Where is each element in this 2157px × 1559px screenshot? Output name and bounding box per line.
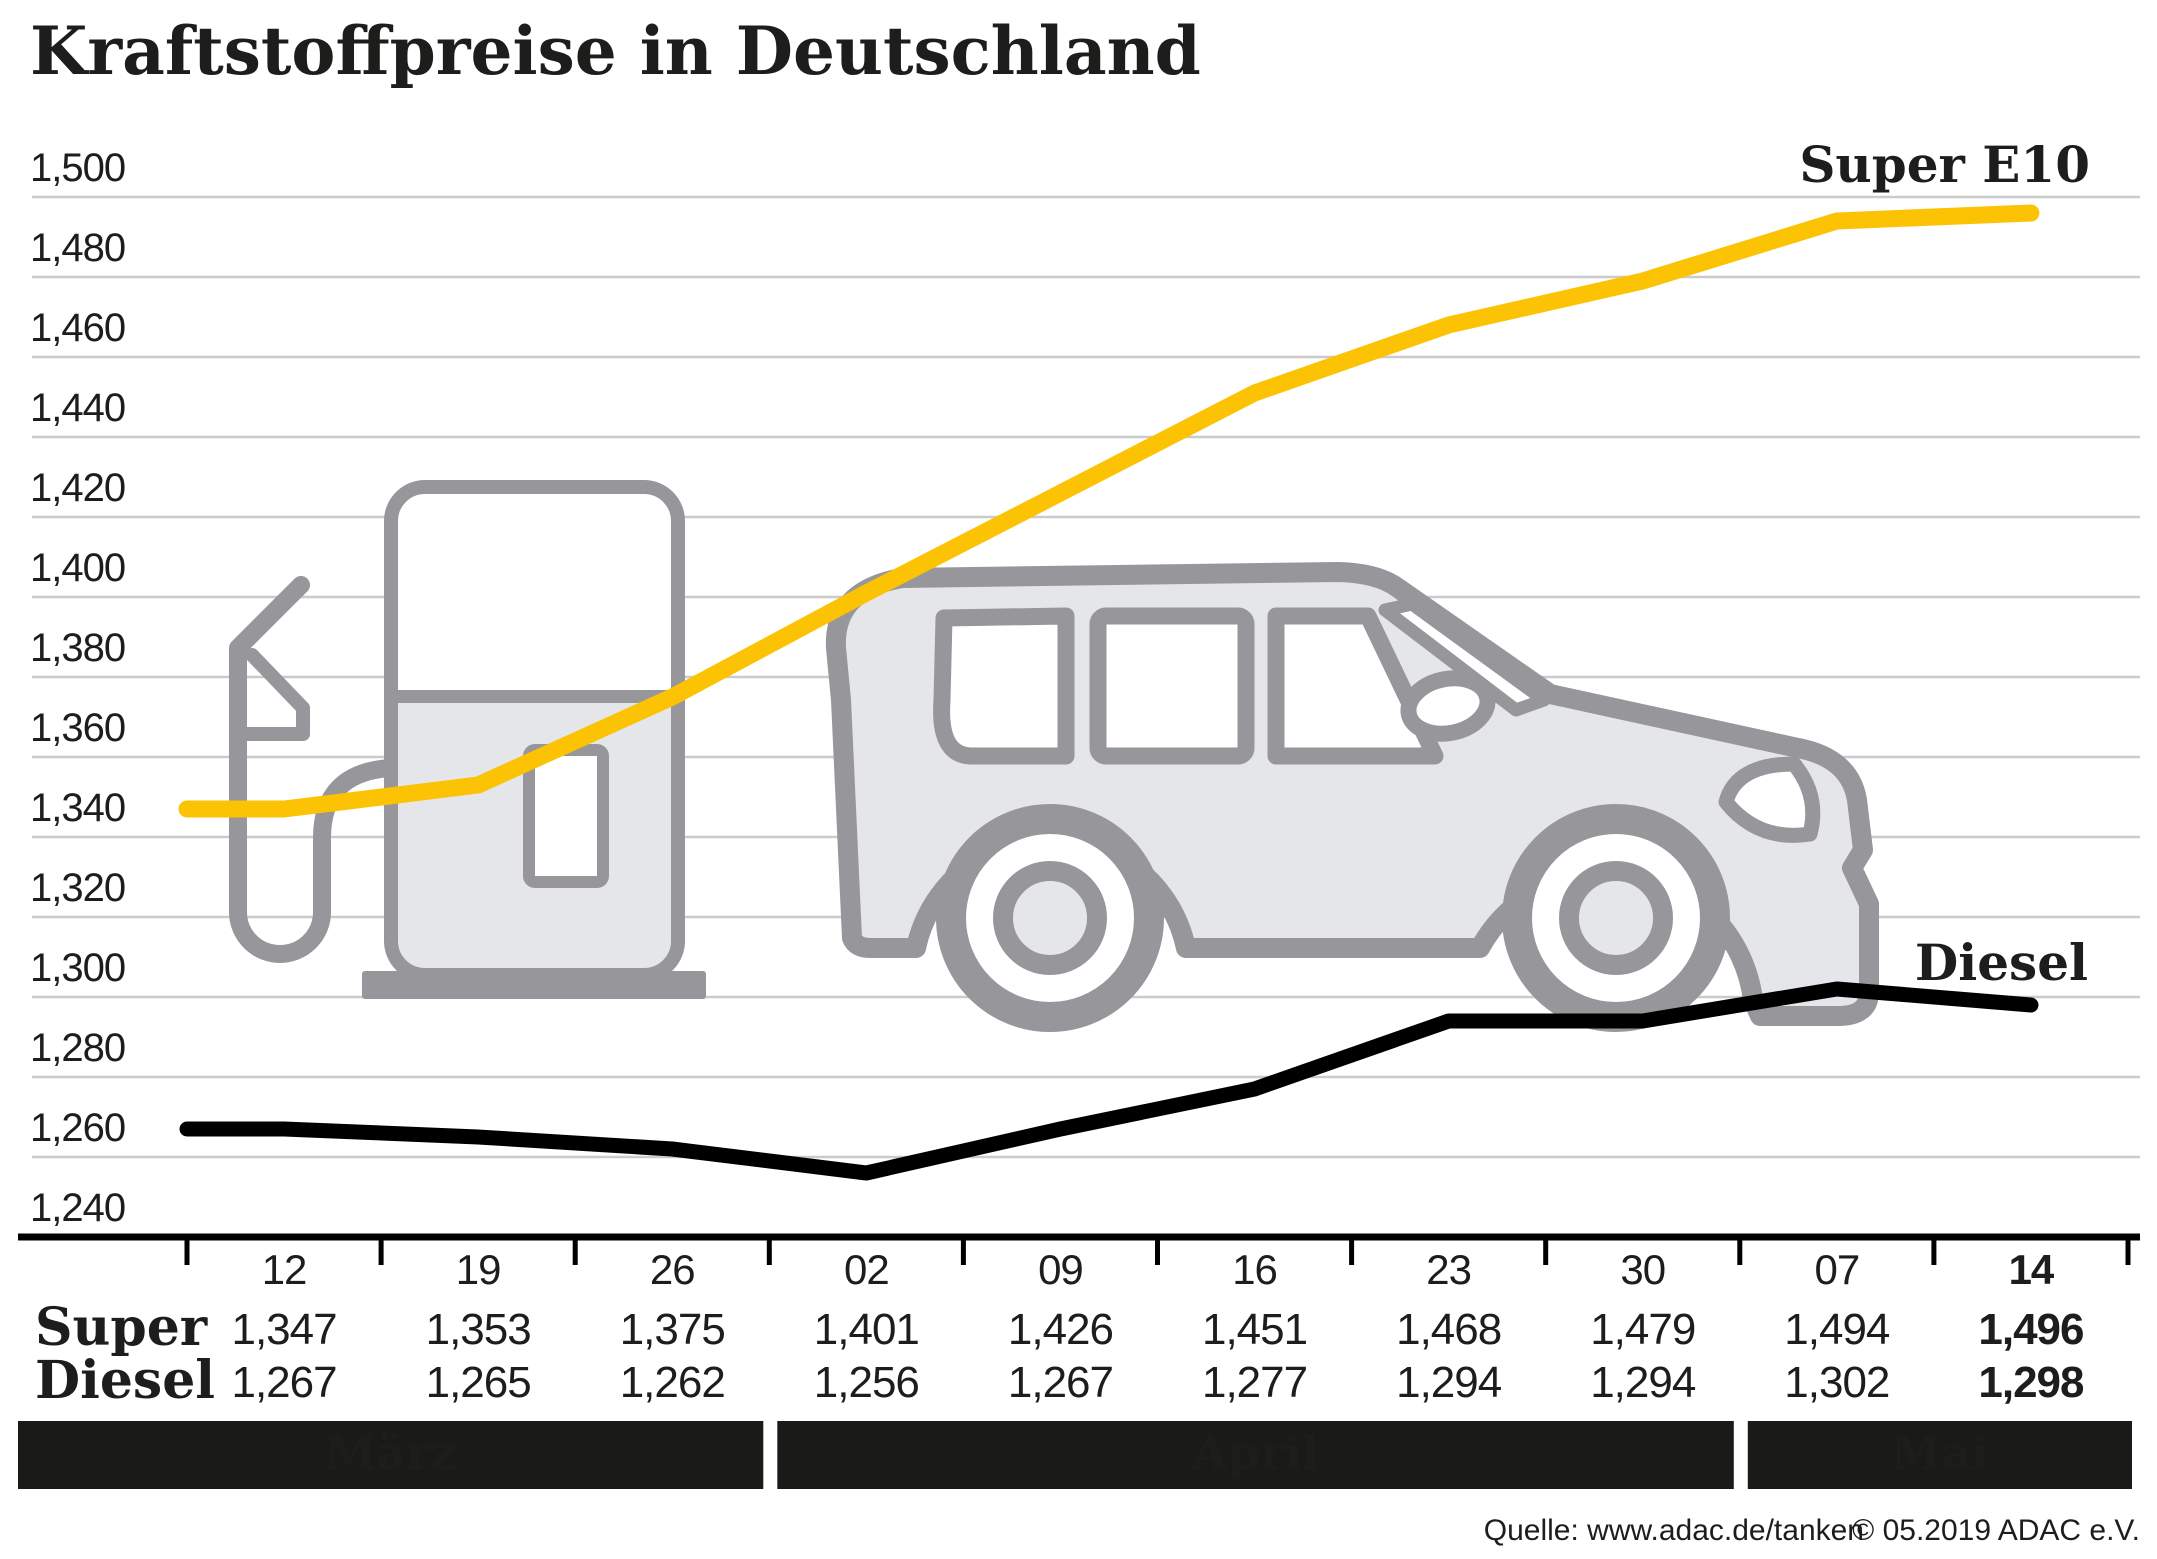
y-axis-label: 1,240 xyxy=(30,1186,125,1230)
y-axis-label: 1,260 xyxy=(30,1106,125,1150)
x-date-label: 02 xyxy=(844,1246,889,1293)
axis-tick xyxy=(1543,1237,1549,1265)
x-date-label: 30 xyxy=(1620,1246,1665,1293)
fuel-pump-hose xyxy=(229,576,400,963)
diesel-price-cell: 1,298 xyxy=(1978,1358,2084,1407)
x-date-label: 09 xyxy=(1038,1246,1083,1293)
y-axis-label: 1,320 xyxy=(30,866,125,910)
diesel-price-line xyxy=(179,981,2039,1181)
price-table: 1,347 1,353 1,375 1,401 1,426 1,451 1,468 1,479… xyxy=(231,1305,2085,1407)
diesel-price-cell: 1,256 xyxy=(814,1358,919,1407)
super-price-cell: 1,479 xyxy=(1590,1305,1695,1354)
super-price-cell: 1,347 xyxy=(231,1305,336,1354)
diesel-price-cell: 1,262 xyxy=(620,1358,725,1407)
legend-super-e10: Super E10 xyxy=(1799,135,2090,194)
car-front-wheel xyxy=(1502,804,1730,1032)
y-axis-labels: 1,240 1,260 1,280 1,300 1,320 1,340 1,360 1,380… xyxy=(30,146,126,1230)
y-axis-label: 1,380 xyxy=(30,626,125,670)
fuel-pump-nozzle xyxy=(235,648,310,741)
series-lines xyxy=(178,204,2040,1181)
month-band xyxy=(777,1421,1734,1489)
diesel-price-cell: 1,267 xyxy=(1008,1358,1113,1407)
car-headlight xyxy=(1718,756,1821,843)
super-price-cell: 1,375 xyxy=(620,1305,725,1354)
diesel-price-cell: 1,294 xyxy=(1396,1358,1502,1407)
x-date-label: 16 xyxy=(1232,1246,1277,1293)
y-axis-label: 1,280 xyxy=(30,1026,125,1070)
x-date-label: 23 xyxy=(1426,1246,1471,1293)
super-price-cell: 1,496 xyxy=(1978,1305,2083,1354)
super-price-cell: 1,451 xyxy=(1202,1305,1307,1354)
axis-tick xyxy=(1931,1237,1937,1265)
super-price-line xyxy=(178,204,2040,818)
legend-diesel: Diesel xyxy=(1915,933,2088,992)
fuel-pump-divider xyxy=(391,690,678,703)
month-band xyxy=(1747,1421,2132,1489)
y-axis-label: 1,500 xyxy=(30,146,125,190)
car-rear-window xyxy=(933,607,1075,765)
car-mirror xyxy=(1400,670,1496,742)
axis-tick xyxy=(766,1237,772,1265)
month-band-label: April xyxy=(1191,1426,1319,1480)
axis-tick xyxy=(1349,1237,1355,1265)
diesel-price-cell: 1,294 xyxy=(1590,1358,1696,1407)
axis-tick xyxy=(960,1237,966,1265)
axis-tick xyxy=(378,1237,384,1265)
car-icon xyxy=(825,562,1879,1032)
axis-line xyxy=(18,1233,2140,1241)
copyright-text: © 05.2019 ADAC e.V. xyxy=(1852,1514,2140,1547)
fuel-pump-base xyxy=(362,971,706,999)
y-axis-label: 1,400 xyxy=(30,546,125,590)
y-axis-label: 1,460 xyxy=(30,306,125,350)
month-band-label: Mai xyxy=(1891,1426,1989,1480)
month-band xyxy=(18,1421,764,1489)
diesel-price-cell: 1,277 xyxy=(1202,1358,1307,1407)
month-band-label: März xyxy=(325,1426,456,1480)
x-axis xyxy=(18,1233,2140,1265)
axis-tick xyxy=(1155,1237,1160,1265)
row-label-super: Super xyxy=(35,1297,208,1358)
x-date-label: 26 xyxy=(650,1246,695,1293)
y-axis-label: 1,300 xyxy=(30,946,125,990)
row-label-diesel: Diesel xyxy=(35,1350,215,1411)
diesel-price-cell: 1,267 xyxy=(231,1358,336,1407)
axis-tick xyxy=(2125,1237,2131,1265)
source-text: Quelle: www.adac.de/tanken xyxy=(1484,1514,1864,1547)
x-date-label: 07 xyxy=(1814,1246,1859,1293)
y-axis-label: 1,360 xyxy=(30,706,125,750)
page-title: Kraftstoffpreise in Deutschland xyxy=(30,12,1201,90)
car-front-window xyxy=(1267,607,1444,765)
car-rear-wheel xyxy=(936,804,1164,1032)
y-axis-label: 1,480 xyxy=(30,226,125,270)
fuel-pump-icon xyxy=(229,480,706,999)
axis-tick xyxy=(184,1237,190,1265)
super-price-cell: 1,494 xyxy=(1784,1305,1890,1354)
super-price-cell: 1,353 xyxy=(426,1305,531,1354)
y-axis-label: 1,440 xyxy=(30,386,125,430)
y-axis-label: 1,420 xyxy=(30,466,125,510)
x-date-label: 14 xyxy=(2009,1246,2055,1293)
super-price-cell: 1,468 xyxy=(1396,1305,1501,1354)
axis-tick xyxy=(572,1237,578,1265)
diesel-price-cell: 1,302 xyxy=(1784,1358,1889,1407)
super-price-cell: 1,401 xyxy=(814,1305,919,1354)
y-axis-label: 1,340 xyxy=(30,786,125,830)
month-bands: März April Mai xyxy=(18,1421,2132,1489)
super-price-cell: 1,426 xyxy=(1008,1305,1113,1354)
x-date-label: 19 xyxy=(456,1246,501,1293)
diesel-price-cell: 1,265 xyxy=(426,1358,531,1407)
car-middle-window xyxy=(1089,607,1255,765)
axis-tick xyxy=(1737,1237,1743,1265)
fuel-pump-display xyxy=(523,744,609,888)
x-date-label: 12 xyxy=(262,1246,307,1293)
x-axis-labels: 12 19 26 02 09 16 23 30 07 14 xyxy=(262,1246,2056,1293)
